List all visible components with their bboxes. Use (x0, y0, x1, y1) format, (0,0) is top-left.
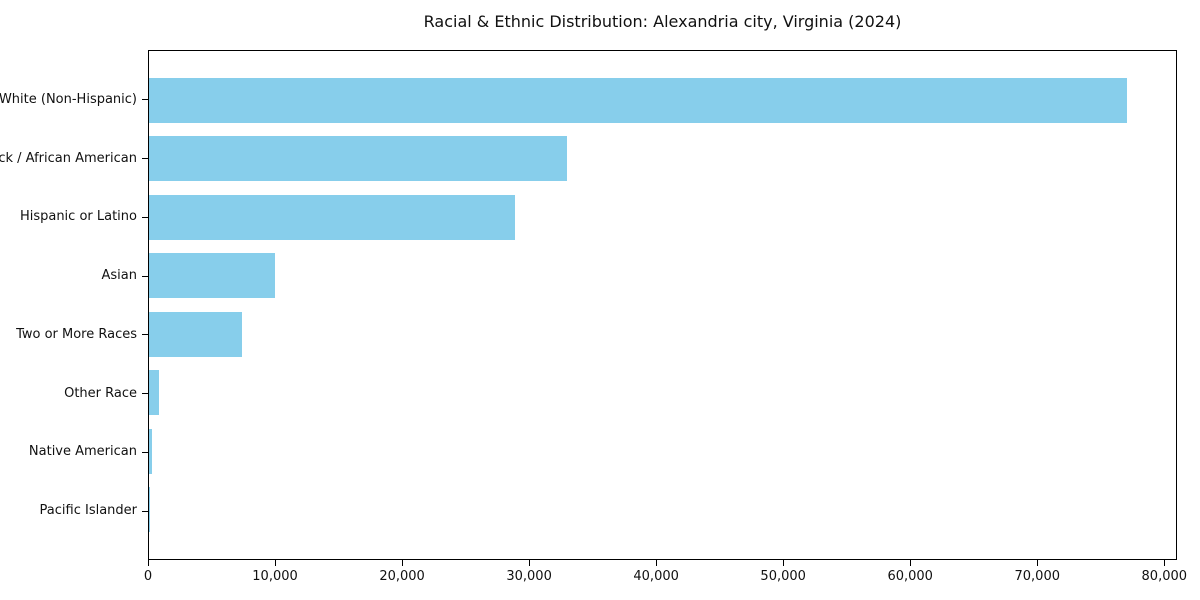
x-tick-label: 10,000 (252, 569, 298, 584)
bar-row (149, 305, 1176, 364)
bar (149, 253, 275, 299)
x-tick-mark (1037, 560, 1039, 566)
bar-row (149, 247, 1176, 306)
bar (149, 311, 242, 357)
x-tick-mark (529, 560, 531, 566)
x-tick-label: 60,000 (887, 569, 933, 584)
x-axis: 0 10,000 20,000 30,000 40,000 50,000 60,000 70,… (144, 560, 1187, 600)
y-tick-mark (142, 99, 148, 101)
y-tick-label: White (Non-Hispanic) (0, 91, 137, 107)
y-tick-mark (142, 158, 148, 160)
y-row: Two or More Races (0, 305, 148, 364)
y-tick-mark (142, 510, 148, 512)
bar (149, 136, 568, 182)
y-tick-label: Asian (101, 268, 137, 284)
y-tick-mark (142, 393, 148, 395)
y-row: Native American (0, 423, 148, 482)
x-tick-label: 0 (143, 569, 153, 584)
x-tick-mark (910, 560, 912, 566)
chart-title: Racial & Ethnic Distribution: Alexandria… (423, 12, 902, 31)
y-row: White (Non-Hispanic) (0, 70, 148, 129)
y-tick-mark (142, 275, 148, 277)
x-tick-label: 70,000 (1014, 569, 1061, 584)
y-tick-label: Other Race (64, 385, 137, 401)
bars-area (149, 51, 1176, 559)
x-tick-label: 80,000 (1141, 569, 1188, 584)
x-tick-mark (1164, 560, 1166, 566)
bar-row (149, 481, 1176, 540)
y-tick-mark (142, 334, 148, 336)
y-tick-label: Pacific Islander (39, 503, 137, 519)
x-tick-mark (656, 560, 658, 566)
y-tick-mark (142, 451, 148, 453)
x-tick-label: 20,000 (379, 569, 425, 584)
y-row: Pacific Islander (0, 481, 148, 540)
x-tick-label: 30,000 (506, 569, 552, 584)
bar-row (149, 130, 1176, 189)
bar (149, 77, 1127, 123)
y-row: Hispanic or Latino (0, 188, 148, 247)
plot-area (148, 50, 1177, 560)
x-tick-label: 40,000 (633, 569, 679, 584)
bar (149, 370, 160, 416)
x-tick-mark (783, 560, 785, 566)
bar-row (149, 71, 1176, 130)
y-row: Other Race (0, 364, 148, 423)
x-tick-mark (275, 560, 277, 566)
bar-row (149, 188, 1176, 247)
bar-row (149, 364, 1176, 423)
x-tick-label: 50,000 (760, 569, 806, 584)
y-row: Asian (0, 246, 148, 305)
bar (149, 487, 150, 533)
y-tick-label: Native American (28, 444, 137, 460)
y-tick-label: Two or More Races (16, 326, 137, 342)
y-axis: White (Non-Hispanic) Black / African Amer… (0, 50, 148, 560)
y-tick-label: Black / African American (0, 150, 137, 166)
bar (149, 194, 516, 240)
bar-row (149, 422, 1176, 481)
y-tick-label: Hispanic or Latino (19, 209, 137, 225)
bar (149, 428, 153, 474)
x-tick-mark (148, 560, 149, 566)
y-tick-mark (142, 216, 148, 218)
x-tick-mark (402, 560, 404, 566)
y-row: Black / African American (0, 129, 148, 188)
